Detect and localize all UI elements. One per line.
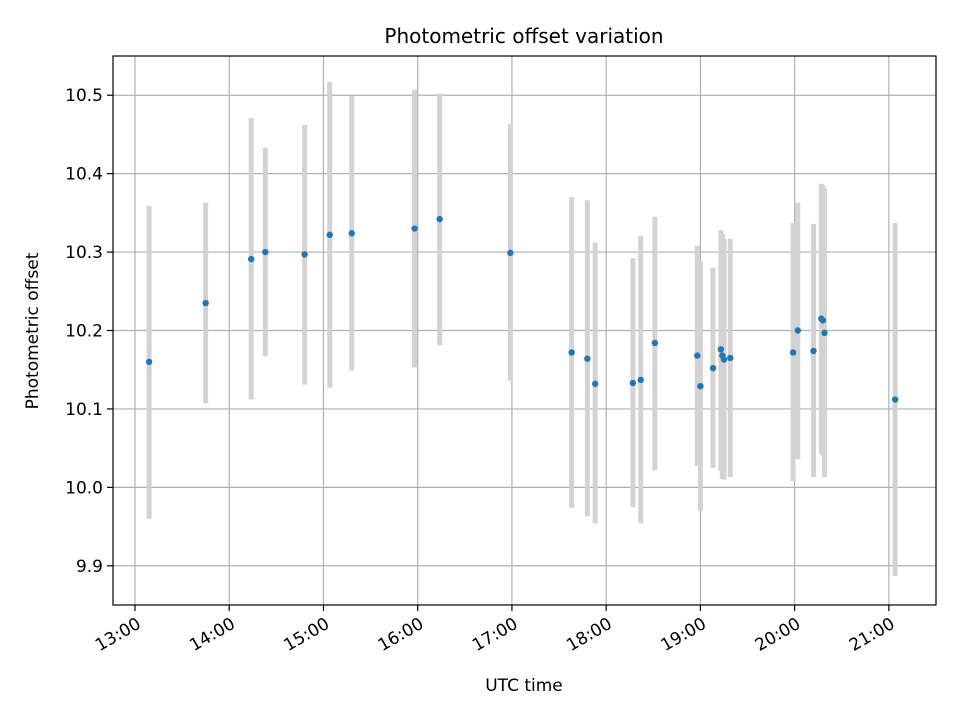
- y-tick-label: 10.4: [65, 165, 103, 185]
- data-point: [819, 317, 827, 324]
- y-tick-label: 9.9: [76, 557, 103, 577]
- data-point: [568, 349, 575, 356]
- data-point: [891, 396, 899, 403]
- data-point: [694, 352, 701, 359]
- data-point: [262, 248, 269, 256]
- data-point: [507, 249, 514, 257]
- data-point: [789, 349, 797, 356]
- x-tick-label: 21:00: [846, 614, 898, 656]
- y-tick-label: 10.0: [65, 478, 103, 498]
- data-point: [591, 380, 599, 388]
- x-tick-label: 17:00: [469, 614, 521, 656]
- x-tick-label: 13:00: [92, 614, 144, 656]
- data-point: [717, 346, 725, 353]
- x-tick-label: 19:00: [657, 614, 709, 656]
- data-point: [821, 329, 828, 337]
- x-axis-title: UTC time: [485, 676, 563, 696]
- x-tick-label: 16:00: [375, 614, 427, 656]
- x-tick-label: 15:00: [281, 614, 333, 656]
- y-axis-title: Photometric offset: [23, 252, 43, 409]
- data-point: [436, 215, 443, 223]
- data-point: [145, 358, 153, 366]
- data-point: [727, 354, 734, 362]
- error-bars: [146, 81, 898, 576]
- data-points: [145, 215, 899, 403]
- data-point: [709, 364, 717, 372]
- data-point: [301, 251, 308, 258]
- y-tick-label: 10.2: [65, 322, 103, 342]
- data-point: [810, 347, 817, 355]
- y-tick-label: 10.5: [65, 86, 103, 106]
- x-axis: 13:00 14:00 15:00 16:00 17:00 18:00 19:00 20:00…: [92, 605, 898, 656]
- data-point: [720, 356, 728, 363]
- data-point: [651, 339, 659, 347]
- data-point: [348, 230, 355, 237]
- data-point: [202, 299, 209, 307]
- data-point: [326, 231, 333, 239]
- data-point: [248, 255, 255, 263]
- data-point: [794, 327, 801, 334]
- x-tick-label: 14:00: [186, 614, 238, 656]
- data-point: [637, 376, 644, 384]
- y-tick-label: 10.3: [65, 243, 103, 263]
- data-point: [697, 382, 704, 390]
- chart-title: Photometric offset variation: [384, 24, 663, 48]
- x-tick-label: 20:00: [752, 614, 804, 656]
- data-point: [411, 225, 418, 232]
- y-tick-label: 10.1: [65, 400, 103, 420]
- x-tick-label: 18:00: [563, 614, 615, 656]
- y-axis: 9.9 10.0 10.1 10.2 10.3 10.4 10.5: [65, 86, 113, 577]
- data-point: [629, 379, 637, 387]
- data-point: [584, 355, 591, 362]
